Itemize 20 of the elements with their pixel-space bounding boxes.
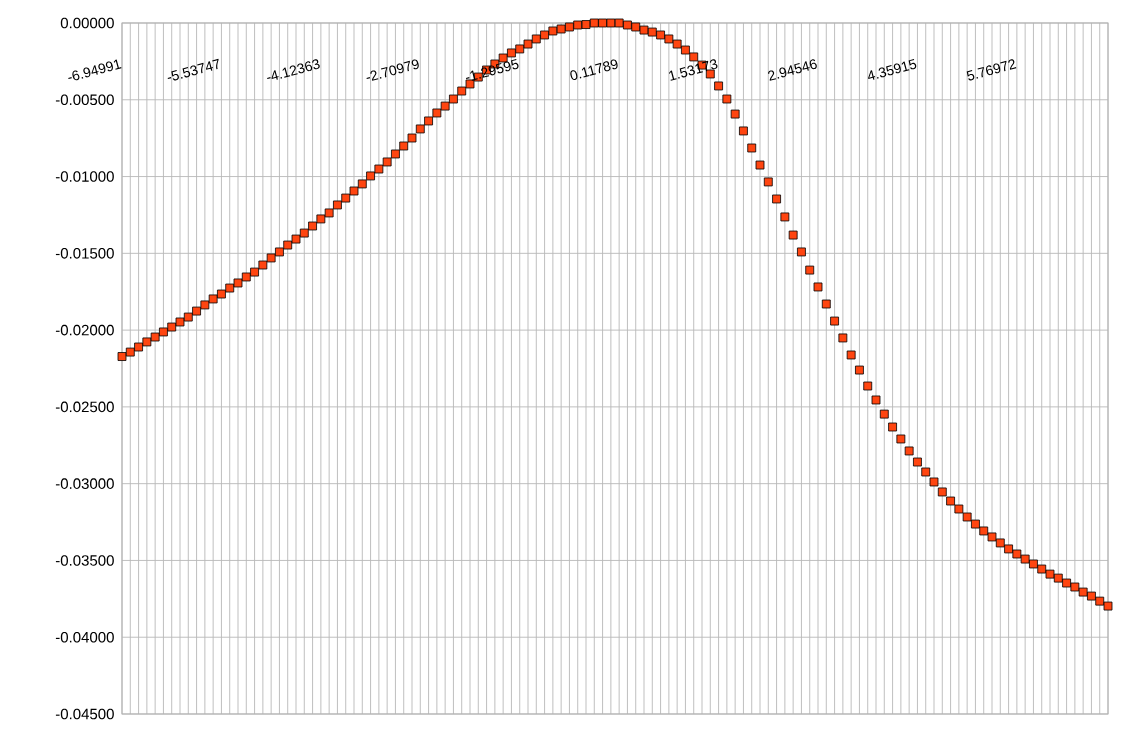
y-tick-label: -0.03000: [55, 478, 114, 489]
x-tick-label: -2.70979: [366, 59, 419, 81]
y-tick-label: -0.02000: [55, 324, 114, 336]
y-tick-label: -0.04000: [55, 631, 114, 643]
y-tick-label: -0.01500: [55, 248, 114, 259]
y-tick-label: -0.02500: [55, 401, 114, 413]
y-tick-label: -0.01000: [55, 171, 114, 182]
x-tick-label: 1.53173: [669, 59, 718, 81]
x-tick-label: 0.11789: [570, 59, 618, 81]
x-tick-label: -5.53747: [167, 58, 219, 81]
y-tick-label: -0.00500: [55, 94, 114, 106]
x-tick-label: -6.94991: [68, 59, 122, 81]
y-tick-label: 0.00000: [60, 17, 114, 29]
x-tick-label: -1.29595: [465, 58, 519, 81]
x-tick-label: 5.76972: [966, 59, 1017, 81]
x-tick-label: 2.94546: [768, 59, 817, 81]
x-tick-label: -4.12363: [267, 59, 320, 80]
y-tick-label: -0.03500: [55, 555, 114, 566]
y-tick-label: -0.04500: [55, 708, 114, 720]
x-tick-label: 4.35915: [868, 58, 917, 80]
